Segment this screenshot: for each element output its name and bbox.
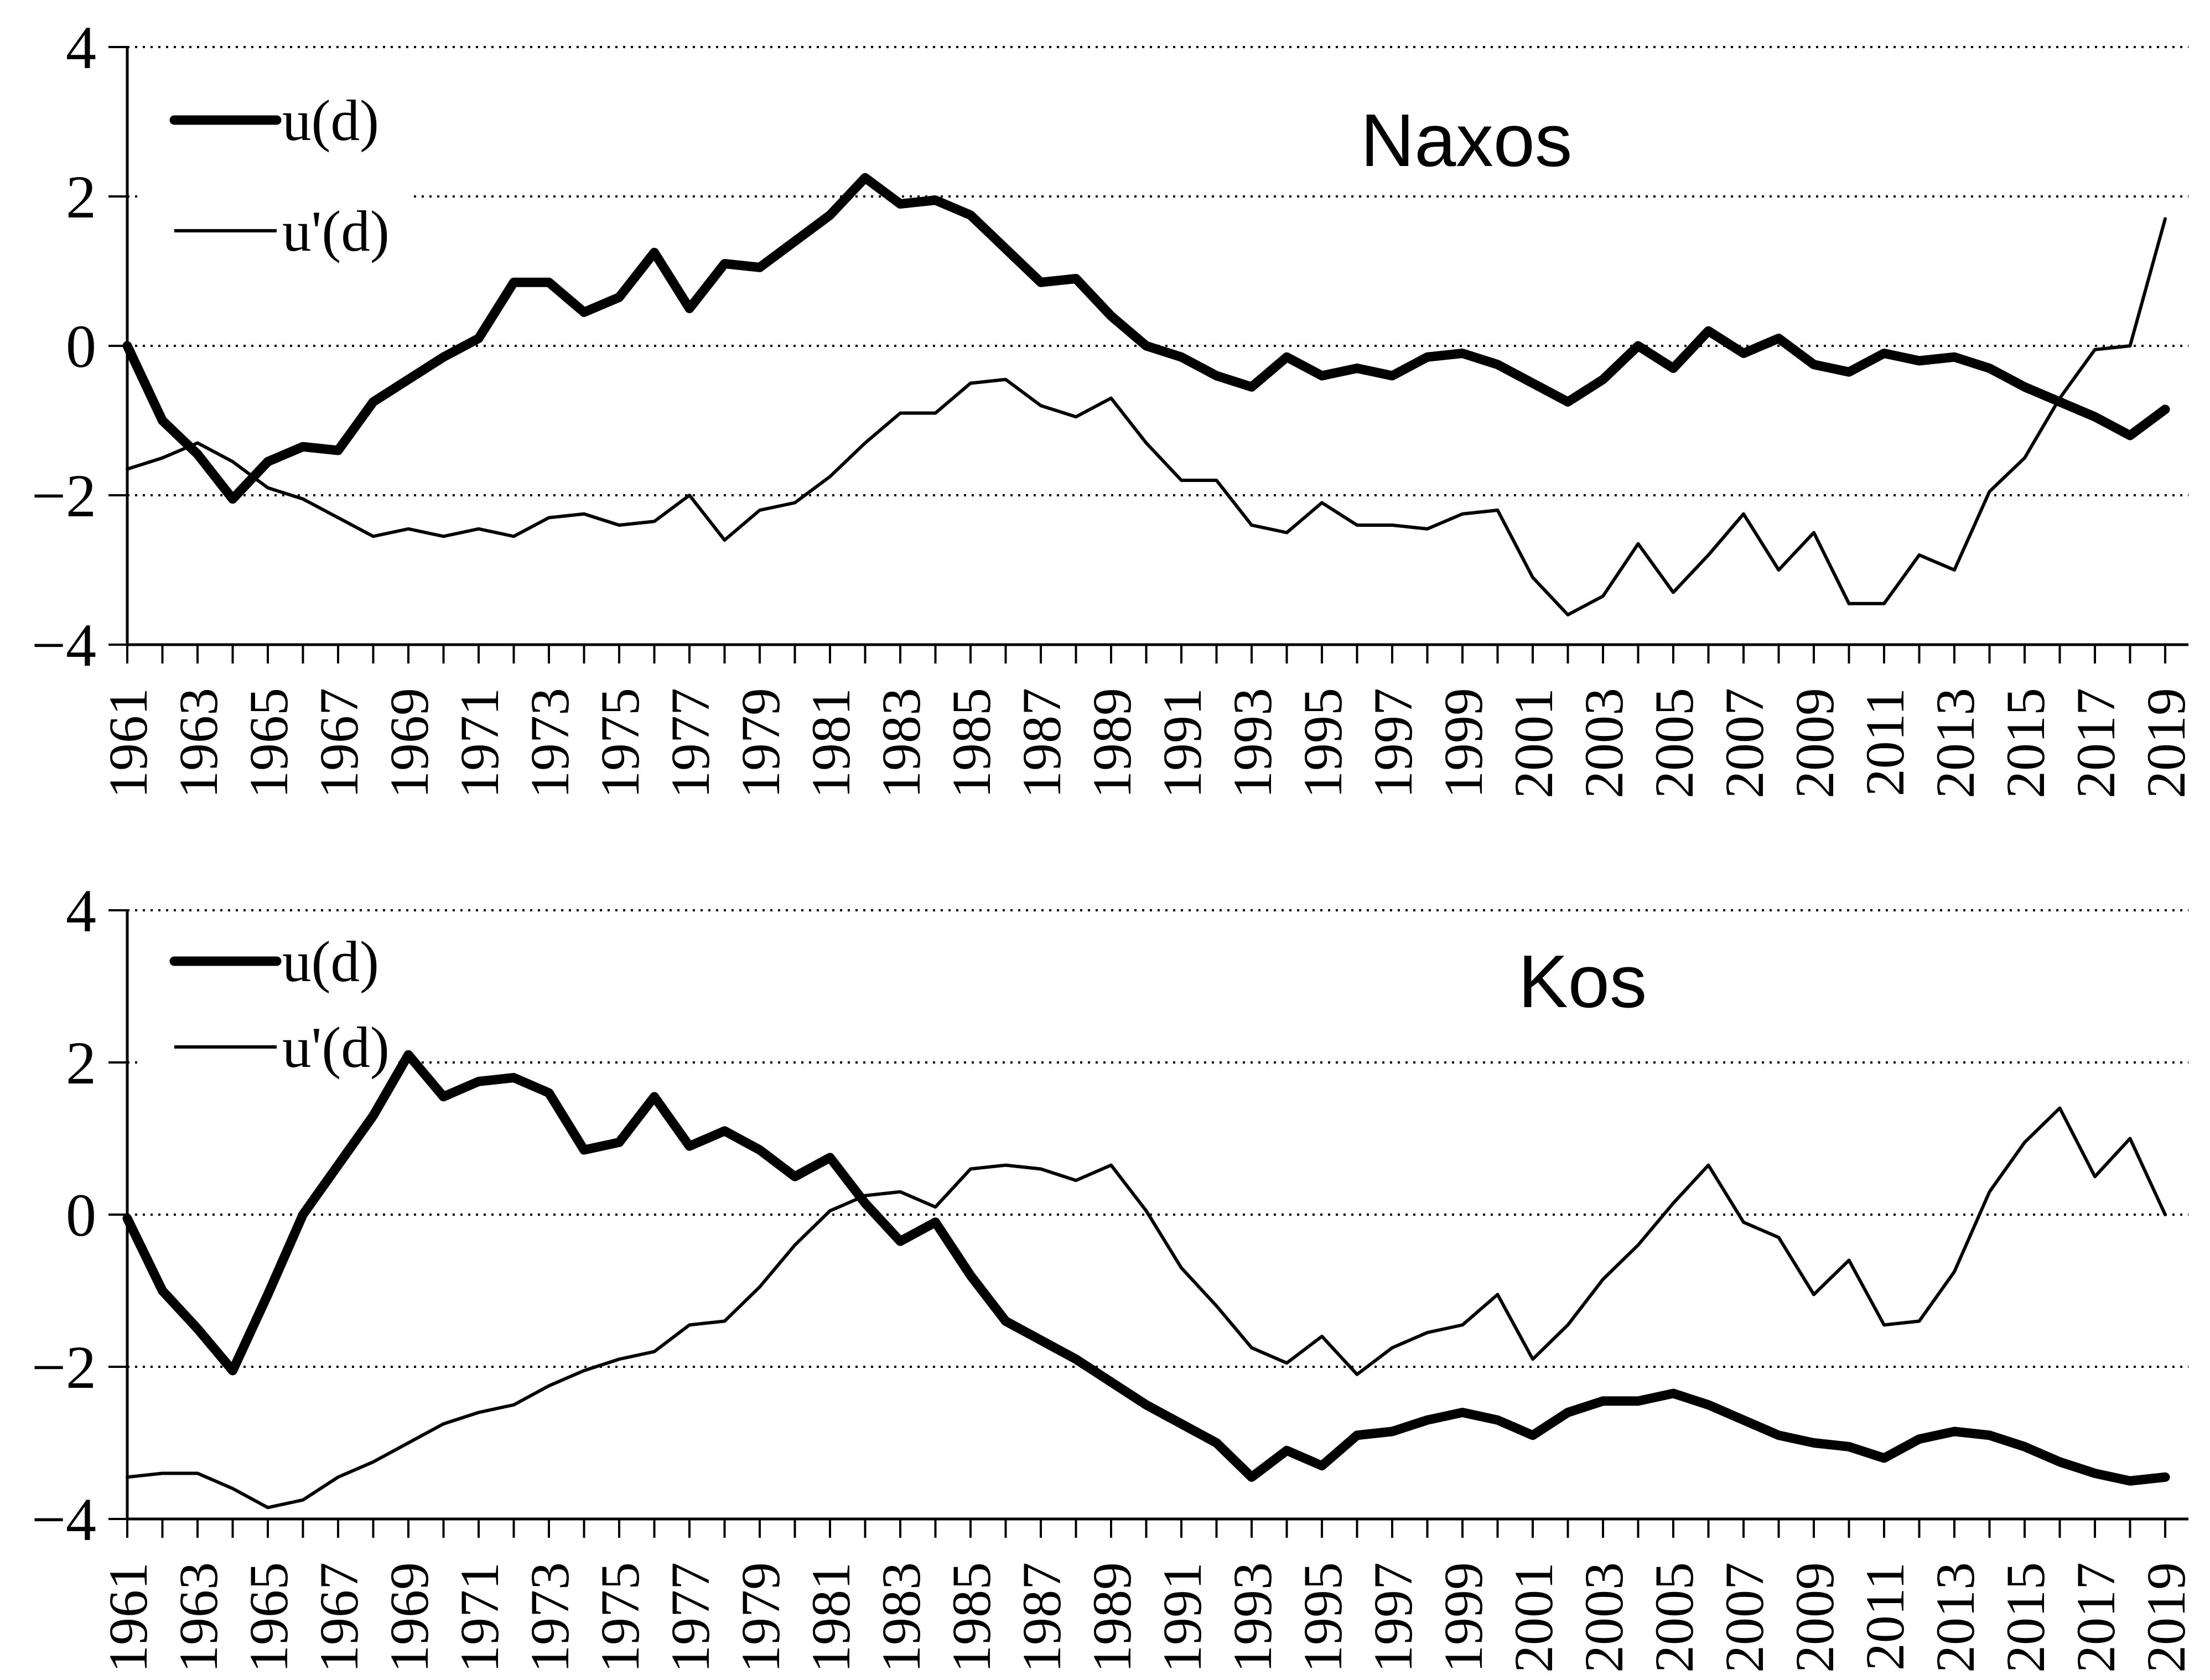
x-tick-label: 2003: [1573, 1562, 1635, 1673]
x-tick-label: 2017: [2065, 1562, 2126, 1673]
y-tick-label: −2: [32, 1334, 96, 1401]
series-line-u-d: [122, 1050, 2170, 1486]
x-tick-label: 1973: [519, 688, 580, 798]
x-tick-label: 2011: [1854, 688, 1916, 796]
x-tick-label: 1991: [1151, 688, 1213, 798]
x-tick-label: 1975: [589, 688, 651, 798]
x-tick-label: 1981: [800, 1562, 862, 1673]
y-tick-label: −2: [32, 462, 96, 530]
x-tick-label: 2017: [2065, 688, 2126, 798]
legend-background: [138, 83, 412, 274]
x-tick-label: 1973: [519, 1562, 580, 1673]
series-line-u-d: [122, 173, 2170, 504]
x-tick-label: 2001: [1503, 1562, 1564, 1673]
x-tick-label: 2009: [1784, 688, 1845, 798]
x-tick-label: 2005: [1643, 1562, 1705, 1673]
x-tick-label: 2003: [1573, 688, 1635, 798]
x-tick-label: 1981: [800, 688, 862, 798]
y-tick-label: 2: [66, 1029, 96, 1097]
x-tick-label: 1975: [589, 1562, 651, 1673]
x-tick-label: 1999: [1433, 1562, 1494, 1673]
x-tick-label: 2007: [1714, 688, 1775, 798]
x-tick-label: 1983: [870, 1562, 932, 1673]
x-tick-label: 2001: [1503, 688, 1564, 798]
x-tick-label: 2005: [1643, 688, 1705, 798]
y-tick-label: 0: [66, 1181, 96, 1249]
x-tick-label: 2013: [1924, 688, 1986, 798]
x-tick-label: 1987: [1011, 688, 1072, 798]
x-tick-label: 1965: [238, 688, 299, 798]
x-tick-label: 1989: [1081, 1562, 1143, 1673]
series-line-u-prime-d: [126, 1106, 2167, 1510]
chart-title-kos: Kos: [1518, 940, 1647, 1023]
x-tick-label: 1969: [378, 688, 440, 798]
x-tick-label: 1987: [1011, 1562, 1072, 1673]
x-tick-label: 1995: [1292, 688, 1353, 798]
x-tick-label: 1963: [168, 1562, 229, 1673]
x-tick-label: 1997: [1362, 1562, 1424, 1673]
chart-title-naxos: Naxos: [1361, 98, 1573, 182]
x-tick-label: 1961: [97, 688, 159, 798]
legend-label-u-prime-d: u'(d): [282, 199, 390, 263]
x-tick-label: 1995: [1292, 1562, 1353, 1673]
x-tick-label: 1967: [308, 1562, 370, 1673]
x-tick-label: 2019: [2135, 688, 2197, 798]
x-tick-label: 1967: [308, 688, 370, 798]
legend-label-ud: u(d): [282, 88, 379, 153]
x-tick-label: 1985: [941, 688, 1002, 798]
x-tick-label: 1971: [449, 1562, 510, 1673]
x-tick-label: 2015: [1995, 1562, 2056, 1673]
y-tick-label: −4: [32, 1486, 96, 1553]
x-tick-label: 2015: [1995, 688, 2056, 798]
x-tick-label: 1991: [1151, 1562, 1213, 1673]
x-tick-label: 1965: [238, 1562, 299, 1673]
x-tick-label: 1961: [97, 1562, 159, 1673]
x-tick-label: 2019: [2135, 1562, 2197, 1673]
x-tick-label: 1969: [378, 1562, 440, 1673]
x-tick-label: 1971: [449, 688, 510, 798]
y-tick-label: 0: [66, 313, 96, 380]
x-tick-label: 2007: [1714, 1562, 1775, 1673]
x-tick-label: 1989: [1081, 688, 1143, 798]
y-tick-label: 2: [66, 163, 96, 231]
x-tick-label: 1979: [730, 1562, 791, 1673]
x-tick-label: 1993: [1222, 1562, 1283, 1673]
y-tick-label: 4: [66, 877, 96, 945]
x-tick-label: 1977: [660, 1562, 721, 1673]
legend-label-u-prime-d: u'(d): [282, 1015, 390, 1080]
x-tick-label: 1999: [1433, 688, 1494, 798]
x-tick-label: 1985: [941, 1562, 1002, 1673]
x-tick-label: 1997: [1362, 688, 1424, 798]
y-tick-label: −4: [32, 611, 96, 679]
series-line-u-prime-d: [126, 217, 2167, 616]
x-tick-label: 1963: [168, 688, 229, 798]
legend-label-ud: u(d): [282, 929, 379, 994]
x-tick-label: 1977: [660, 688, 721, 798]
legend-background: [138, 923, 393, 1103]
x-tick-label: 2013: [1924, 1562, 1986, 1673]
x-tick-label: 1993: [1222, 688, 1283, 798]
x-tick-label: 1979: [730, 688, 791, 798]
x-tick-label: 1983: [870, 688, 932, 798]
y-tick-label: 4: [66, 14, 96, 81]
x-tick-label: 2011: [1854, 1562, 1916, 1671]
x-tick-label: 2009: [1784, 1562, 1845, 1673]
